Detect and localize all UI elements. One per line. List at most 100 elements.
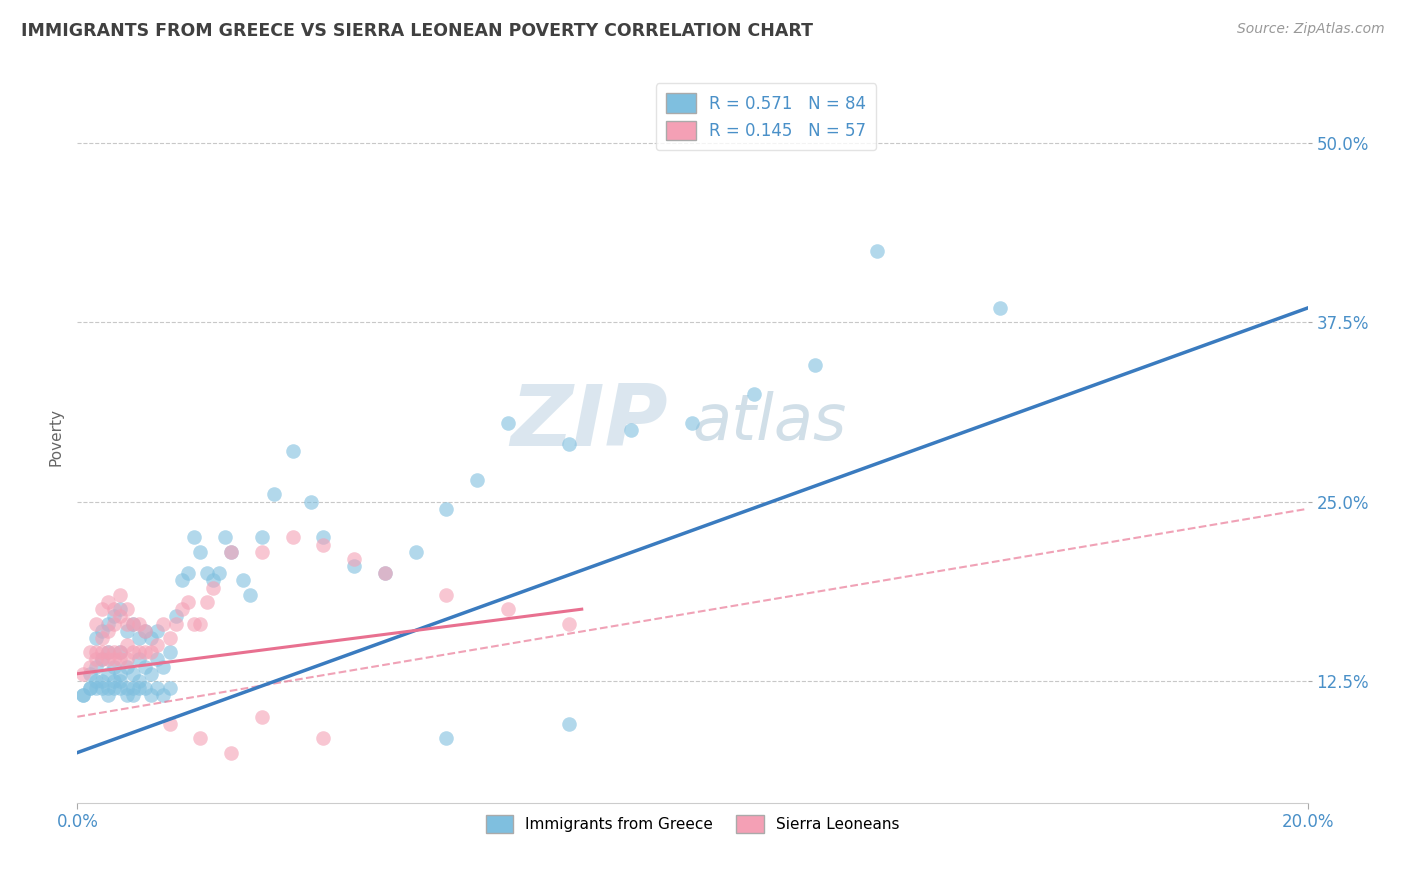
Point bbox=[312, 731, 335, 746]
Point bbox=[103, 616, 125, 631]
Point bbox=[90, 652, 114, 666]
Point bbox=[97, 616, 120, 631]
Point bbox=[134, 624, 156, 638]
Point bbox=[79, 659, 101, 673]
Point bbox=[159, 717, 181, 731]
Point bbox=[436, 588, 458, 602]
Point bbox=[128, 645, 150, 659]
Point bbox=[110, 645, 132, 659]
Point bbox=[159, 631, 181, 645]
Point bbox=[97, 681, 120, 695]
Point bbox=[79, 645, 101, 659]
Point bbox=[97, 645, 120, 659]
Text: Source: ZipAtlas.com: Source: ZipAtlas.com bbox=[1237, 22, 1385, 37]
Point bbox=[84, 673, 107, 688]
Text: IMMIGRANTS FROM GREECE VS SIERRA LEONEAN POVERTY CORRELATION CHART: IMMIGRANTS FROM GREECE VS SIERRA LEONEAN… bbox=[21, 22, 813, 40]
Point bbox=[263, 487, 285, 501]
Point bbox=[128, 673, 150, 688]
Point bbox=[121, 666, 143, 681]
Point bbox=[115, 659, 138, 673]
Point bbox=[250, 531, 273, 545]
Point bbox=[620, 423, 643, 437]
Point bbox=[281, 444, 304, 458]
Point bbox=[134, 645, 156, 659]
Point bbox=[146, 638, 169, 652]
Point bbox=[281, 531, 304, 545]
Point bbox=[115, 652, 138, 666]
Point bbox=[121, 681, 143, 695]
Point bbox=[183, 531, 205, 545]
Point bbox=[103, 659, 125, 673]
Point bbox=[84, 616, 107, 631]
Point bbox=[103, 609, 125, 624]
Point bbox=[115, 602, 138, 616]
Point bbox=[188, 731, 212, 746]
Point bbox=[152, 688, 174, 702]
Point bbox=[97, 624, 120, 638]
Text: atlas: atlas bbox=[693, 392, 846, 453]
Point bbox=[682, 416, 704, 430]
Point bbox=[208, 566, 231, 581]
Point bbox=[558, 616, 581, 631]
Point bbox=[134, 681, 156, 695]
Point bbox=[103, 681, 125, 695]
Point bbox=[110, 609, 132, 624]
Point bbox=[110, 588, 132, 602]
Text: ZIP: ZIP bbox=[510, 381, 668, 464]
Legend: Immigrants from Greece, Sierra Leoneans: Immigrants from Greece, Sierra Leoneans bbox=[479, 809, 905, 839]
Point bbox=[146, 652, 169, 666]
Point bbox=[219, 545, 242, 559]
Point bbox=[110, 652, 132, 666]
Point bbox=[742, 387, 765, 401]
Point bbox=[374, 566, 396, 581]
Point bbox=[558, 437, 581, 451]
Point bbox=[866, 244, 889, 258]
Point bbox=[188, 545, 212, 559]
Point bbox=[84, 659, 107, 673]
Point bbox=[436, 501, 458, 516]
Point bbox=[97, 595, 120, 609]
Point bbox=[90, 645, 114, 659]
Point bbox=[97, 645, 120, 659]
Point bbox=[115, 688, 138, 702]
Point bbox=[183, 616, 205, 631]
Point bbox=[558, 717, 581, 731]
Point bbox=[121, 688, 143, 702]
Point bbox=[90, 624, 114, 638]
Point bbox=[121, 645, 143, 659]
Point bbox=[90, 652, 114, 666]
Point bbox=[988, 301, 1011, 315]
Point bbox=[84, 645, 107, 659]
Point bbox=[128, 681, 150, 695]
Point bbox=[159, 645, 181, 659]
Point bbox=[121, 616, 143, 631]
Point bbox=[110, 681, 132, 695]
Point bbox=[121, 616, 143, 631]
Point bbox=[79, 681, 101, 695]
Point bbox=[141, 666, 163, 681]
Point bbox=[177, 566, 200, 581]
Point bbox=[79, 681, 101, 695]
Point bbox=[170, 602, 193, 616]
Point bbox=[343, 559, 366, 574]
Point bbox=[90, 681, 114, 695]
Point bbox=[804, 359, 827, 373]
Point bbox=[110, 602, 132, 616]
Point bbox=[214, 531, 236, 545]
Point bbox=[128, 631, 150, 645]
Point bbox=[165, 609, 187, 624]
Point bbox=[84, 681, 107, 695]
Point bbox=[84, 631, 107, 645]
Point bbox=[128, 616, 150, 631]
Point bbox=[465, 473, 488, 487]
Point bbox=[134, 659, 156, 673]
Point bbox=[232, 574, 254, 588]
Point bbox=[219, 746, 242, 760]
Point bbox=[219, 545, 242, 559]
Point bbox=[496, 602, 519, 616]
Point bbox=[201, 581, 224, 595]
Point bbox=[103, 645, 125, 659]
Point bbox=[146, 681, 169, 695]
Point bbox=[152, 659, 174, 673]
Point bbox=[195, 595, 218, 609]
